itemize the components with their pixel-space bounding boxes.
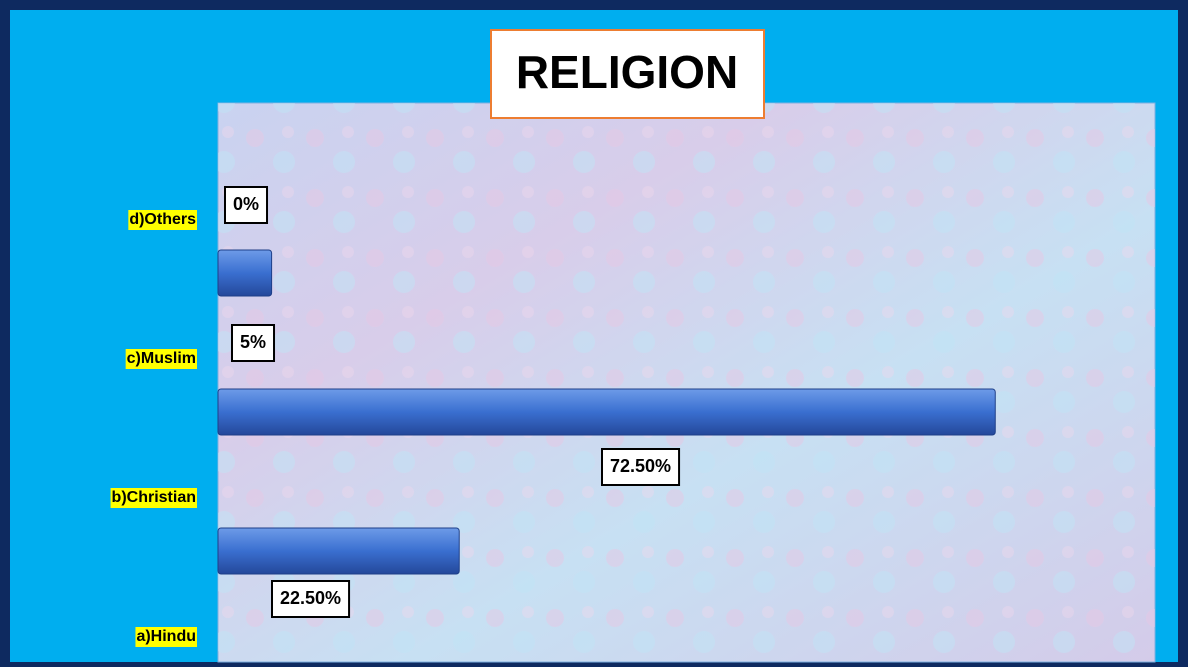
bar	[217, 249, 273, 297]
data-label: 0%	[233, 194, 259, 214]
data-label: 5%	[240, 332, 266, 352]
label-highlight	[128, 210, 197, 230]
data-label-box	[271, 580, 351, 618]
chart-title: RELIGION	[516, 46, 738, 98]
title-box	[490, 29, 765, 119]
label-highlight	[125, 349, 197, 369]
bar	[217, 388, 996, 436]
data-label-box	[231, 324, 276, 362]
data-label-box	[601, 448, 681, 486]
data-label: 22.50%	[280, 588, 341, 608]
label-highlight	[135, 627, 197, 647]
data-label: 72.50%	[610, 456, 671, 476]
y-tick-label: a)Hindu	[136, 628, 196, 645]
y-tick-label: c)Muslim	[127, 350, 196, 367]
data-label-box	[224, 186, 269, 224]
bar	[217, 527, 460, 575]
y-tick-label: d)Others	[129, 211, 196, 228]
plot-texture	[218, 103, 1155, 662]
y-tick-label: b)Christian	[112, 489, 196, 506]
label-highlight	[110, 488, 197, 508]
